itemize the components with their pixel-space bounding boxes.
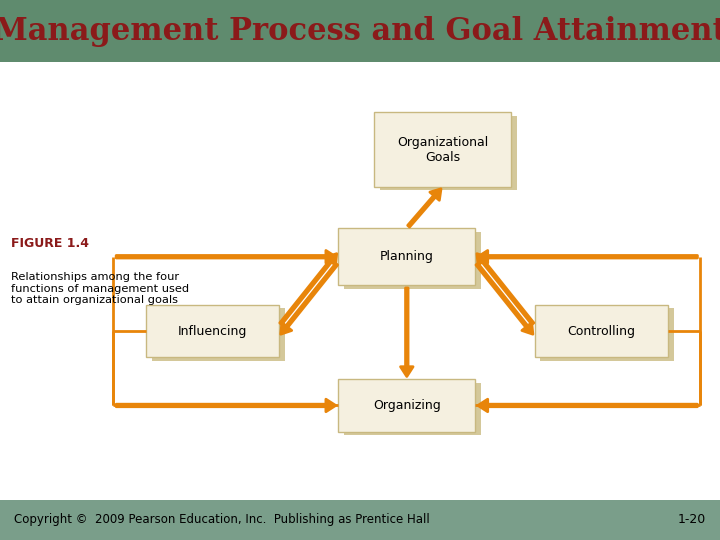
Text: Organizational
Goals: Organizational Goals	[397, 136, 488, 164]
FancyArrowPatch shape	[116, 399, 336, 411]
FancyArrowPatch shape	[478, 399, 698, 411]
FancyArrowPatch shape	[477, 254, 534, 325]
FancyBboxPatch shape	[534, 305, 668, 357]
FancyArrowPatch shape	[408, 189, 441, 227]
Text: Controlling: Controlling	[567, 325, 635, 338]
Text: 1-20: 1-20	[678, 513, 706, 526]
FancyArrowPatch shape	[281, 264, 338, 334]
FancyArrowPatch shape	[280, 254, 337, 325]
Text: Management Process and Goal Attainment: Management Process and Goal Attainment	[0, 16, 720, 46]
FancyArrowPatch shape	[400, 288, 413, 376]
Text: Influencing: Influencing	[178, 325, 247, 338]
Text: Organizing: Organizing	[373, 399, 441, 412]
Text: Planning: Planning	[380, 250, 433, 263]
FancyBboxPatch shape	[540, 308, 674, 361]
FancyBboxPatch shape	[152, 308, 285, 361]
Text: FIGURE 1.4: FIGURE 1.4	[11, 237, 89, 250]
FancyBboxPatch shape	[380, 116, 517, 190]
FancyBboxPatch shape	[145, 305, 279, 357]
Text: Copyright ©  2009 Pearson Education, Inc.  Publishing as Prentice Hall: Copyright © 2009 Pearson Education, Inc.…	[14, 513, 430, 526]
FancyBboxPatch shape	[344, 232, 481, 289]
FancyBboxPatch shape	[338, 379, 475, 431]
FancyArrowPatch shape	[116, 251, 336, 263]
Text: Relationships among the four
functions of management used
to attain organization: Relationships among the four functions o…	[11, 272, 189, 305]
FancyBboxPatch shape	[374, 112, 511, 187]
FancyArrowPatch shape	[478, 251, 698, 263]
FancyBboxPatch shape	[344, 383, 481, 435]
FancyBboxPatch shape	[338, 228, 475, 285]
FancyArrowPatch shape	[476, 264, 533, 334]
